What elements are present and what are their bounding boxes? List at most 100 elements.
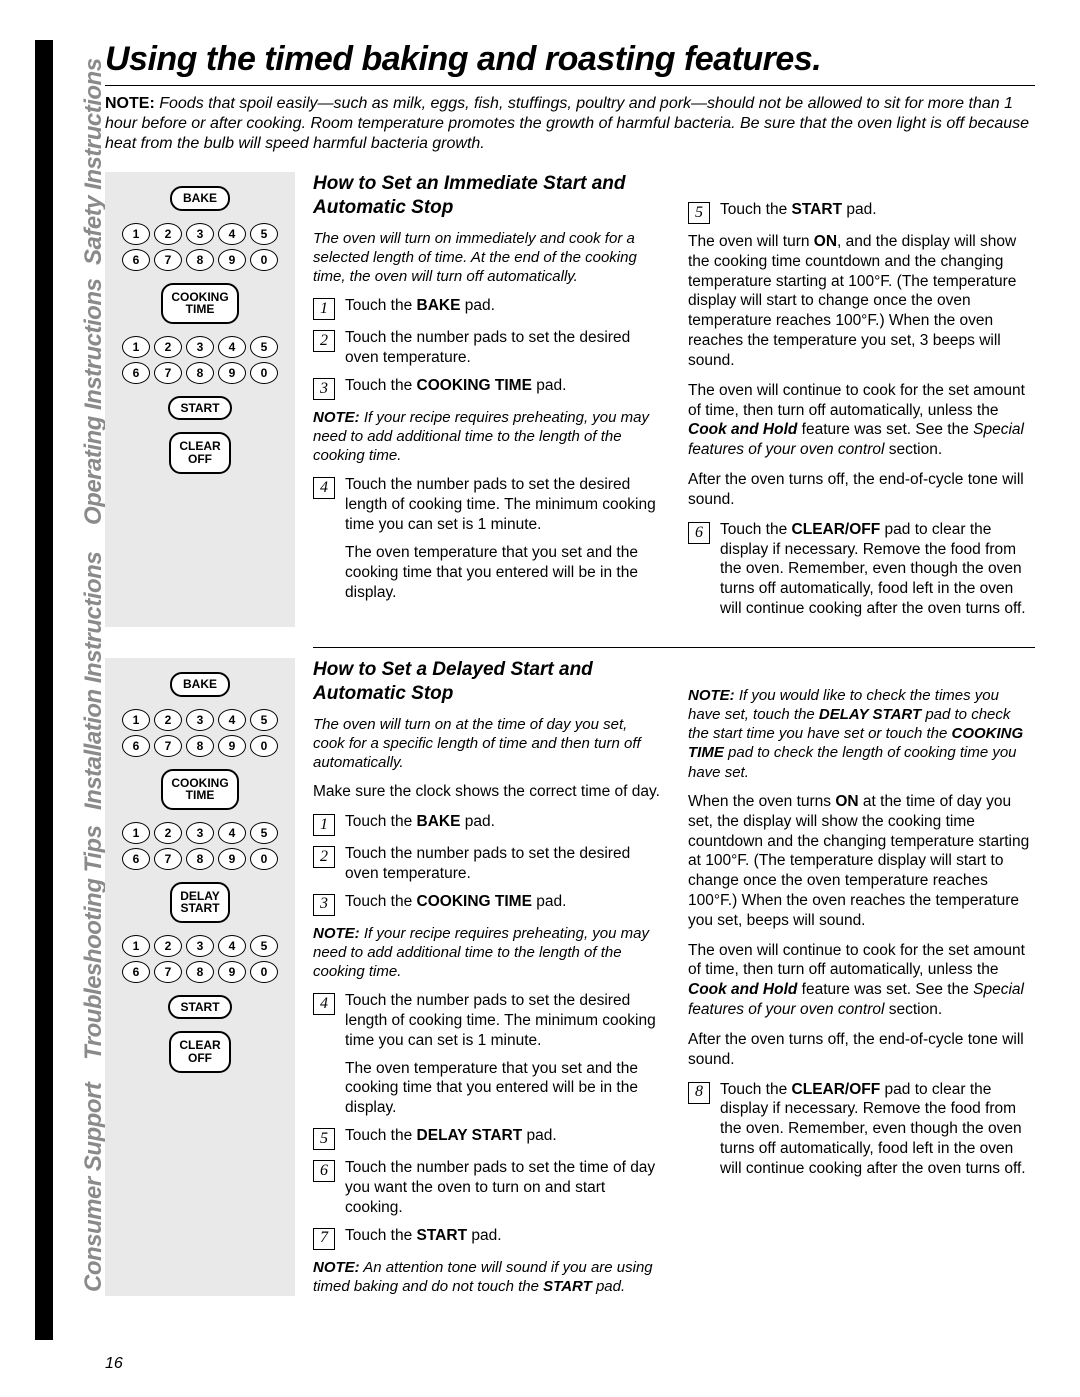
s2-bottom-note: NOTE: An attention tone will sound if yo… (313, 1258, 660, 1296)
keypad-key: 9 (218, 249, 246, 271)
step: 5 Touch the DELAY START pad. (313, 1126, 660, 1150)
keypad-key: 1 (122, 935, 150, 957)
keypad-key: 7 (154, 848, 182, 870)
paragraph: The oven will continue to cook for the s… (688, 941, 1035, 1020)
section2-rule (313, 647, 1035, 648)
step-body: Touch the number pads to set the desired… (345, 991, 660, 1118)
keypad-key: 5 (250, 336, 278, 358)
sidebar-tab-labels: Safety InstructionsOperating Instruction… (58, 40, 88, 1340)
keypad-key: 1 (122, 822, 150, 844)
step-body: Touch the COOKING TIME pad. (345, 892, 660, 916)
s2-steps-a: 1Touch the BAKE pad.2Touch the number pa… (313, 812, 660, 916)
step-number: 1 (313, 298, 335, 320)
pad-bake: BAKE (170, 186, 230, 211)
paragraph: The oven will turn ON, and the display w… (688, 232, 1035, 371)
keypad-key: 4 (218, 822, 246, 844)
step-body: Touch the START pad. (720, 200, 1035, 224)
s1-note: NOTE: If your recipe requires preheating… (313, 408, 660, 466)
sidebar-label: Consumer Support (80, 1083, 108, 1292)
keypad-key: 1 (122, 336, 150, 358)
pad-bake-2: BAKE (170, 672, 230, 697)
step-number: 5 (313, 1128, 335, 1150)
step-body: Touch the START pad. (345, 1226, 660, 1250)
keypad-key: 4 (218, 336, 246, 358)
step-number: 1 (313, 814, 335, 836)
keypad-key: 9 (218, 961, 246, 983)
keypad-key: 9 (218, 848, 246, 870)
step-number: 7 (313, 1228, 335, 1250)
s2-right-col: NOTE: If you would like to check the tim… (688, 658, 1035, 1296)
pad-start: START (168, 396, 231, 421)
sidebar-label: Operating Instructions (80, 279, 108, 525)
step-number: 4 (313, 993, 335, 1015)
keypad-key: 2 (154, 336, 182, 358)
step-number: 5 (688, 202, 710, 224)
step-number: 2 (313, 330, 335, 352)
keypad-key: 5 (250, 223, 278, 245)
pad-delay-start: DELAYSTART (170, 882, 230, 923)
keypad-key: 9 (218, 735, 246, 757)
s2-intro: The oven will turn on at the time of day… (313, 715, 660, 773)
top-note: NOTE: Foods that spoil easily—such as mi… (105, 94, 1035, 154)
keypad-key: 6 (122, 362, 150, 384)
step-number: 6 (313, 1160, 335, 1182)
s1-right-col: 5 Touch the START pad. The oven will turn… (688, 172, 1035, 627)
keypad-key: 0 (250, 362, 278, 384)
keypad-key: 7 (154, 961, 182, 983)
pad-clear-off: CLEAROFF (169, 432, 230, 473)
keypad-key: 8 (186, 249, 214, 271)
s2-steps-r: 8Touch the CLEAR/OFF pad to clear the di… (688, 1080, 1035, 1179)
keypad-key: 1 (122, 223, 150, 245)
keypad-2c: 1234567890 (122, 935, 278, 983)
step-body: Touch the DELAY START pad. (345, 1126, 660, 1150)
s1-steps-b: 4Touch the number pads to set the desire… (313, 475, 660, 602)
s2-pre: Make sure the clock shows the correct ti… (313, 782, 660, 802)
keypad-key: 8 (186, 735, 214, 757)
step-number: 2 (313, 846, 335, 868)
step-body: Touch the COOKING TIME pad. (345, 376, 660, 400)
keypad-key: 8 (186, 961, 214, 983)
keypad-key: 4 (218, 223, 246, 245)
section-immediate: BAKE 1234567890 COOKINGTIME 1234567890 S… (105, 172, 1035, 627)
s1-left-col: How to Set an Immediate Start and Automa… (313, 172, 660, 627)
step: 8Touch the CLEAR/OFF pad to clear the di… (688, 1080, 1035, 1179)
paragraph: The oven will continue to cook for the s… (688, 381, 1035, 460)
step: 2Touch the number pads to set the desire… (313, 328, 660, 368)
keypad-key: 4 (218, 709, 246, 731)
step-body: Touch the BAKE pad. (345, 296, 660, 320)
paragraph: After the oven turns off, the end-of-cyc… (688, 470, 1035, 510)
keypad-key: 3 (186, 935, 214, 957)
s2-right-paras: When the oven turns ON at the time of da… (688, 792, 1035, 1070)
keypad-key: 2 (154, 223, 182, 245)
keypad-key: 9 (218, 362, 246, 384)
keypad-key: 7 (154, 249, 182, 271)
pad-cooking-time-2: COOKINGTIME (161, 769, 238, 810)
step: 3Touch the COOKING TIME pad. (313, 892, 660, 916)
keypad-key: 6 (122, 735, 150, 757)
keypad-key: 6 (122, 961, 150, 983)
keypad-key: 5 (250, 709, 278, 731)
s2-right-note: NOTE: If you would like to check the tim… (688, 686, 1035, 782)
s2-steps-b: 4 Touch the number pads to set the desire… (313, 991, 660, 1249)
keypad-key: 5 (250, 822, 278, 844)
step: 1Touch the BAKE pad. (313, 812, 660, 836)
keypad-key: 6 (122, 848, 150, 870)
keypad-key: 0 (250, 735, 278, 757)
s2-left-col: How to Set a Delayed Start and Automatic… (313, 658, 660, 1296)
s1-right-paras: The oven will turn ON, and the display w… (688, 232, 1035, 510)
step: 7 Touch the START pad. (313, 1226, 660, 1250)
keypad-key: 6 (122, 249, 150, 271)
step-number: 3 (313, 378, 335, 400)
keypad-key: 1 (122, 709, 150, 731)
s1-steps-r2: 6Touch the CLEAR/OFF pad to clear the di… (688, 520, 1035, 619)
step: 4Touch the number pads to set the desire… (313, 475, 660, 602)
page-number: 16 (105, 1355, 123, 1373)
step: 4 Touch the number pads to set the desire… (313, 991, 660, 1118)
keypad-key: 0 (250, 848, 278, 870)
step-body: Touch the number pads to set the time of… (345, 1158, 660, 1217)
pad-cooking-time: COOKINGTIME (161, 283, 238, 324)
keypad-key: 8 (186, 362, 214, 384)
side-black-bar (35, 40, 53, 1340)
s1-heading: How to Set an Immediate Start and Automa… (313, 172, 660, 221)
step: 3 Touch the COOKING TIME pad. (313, 376, 660, 400)
